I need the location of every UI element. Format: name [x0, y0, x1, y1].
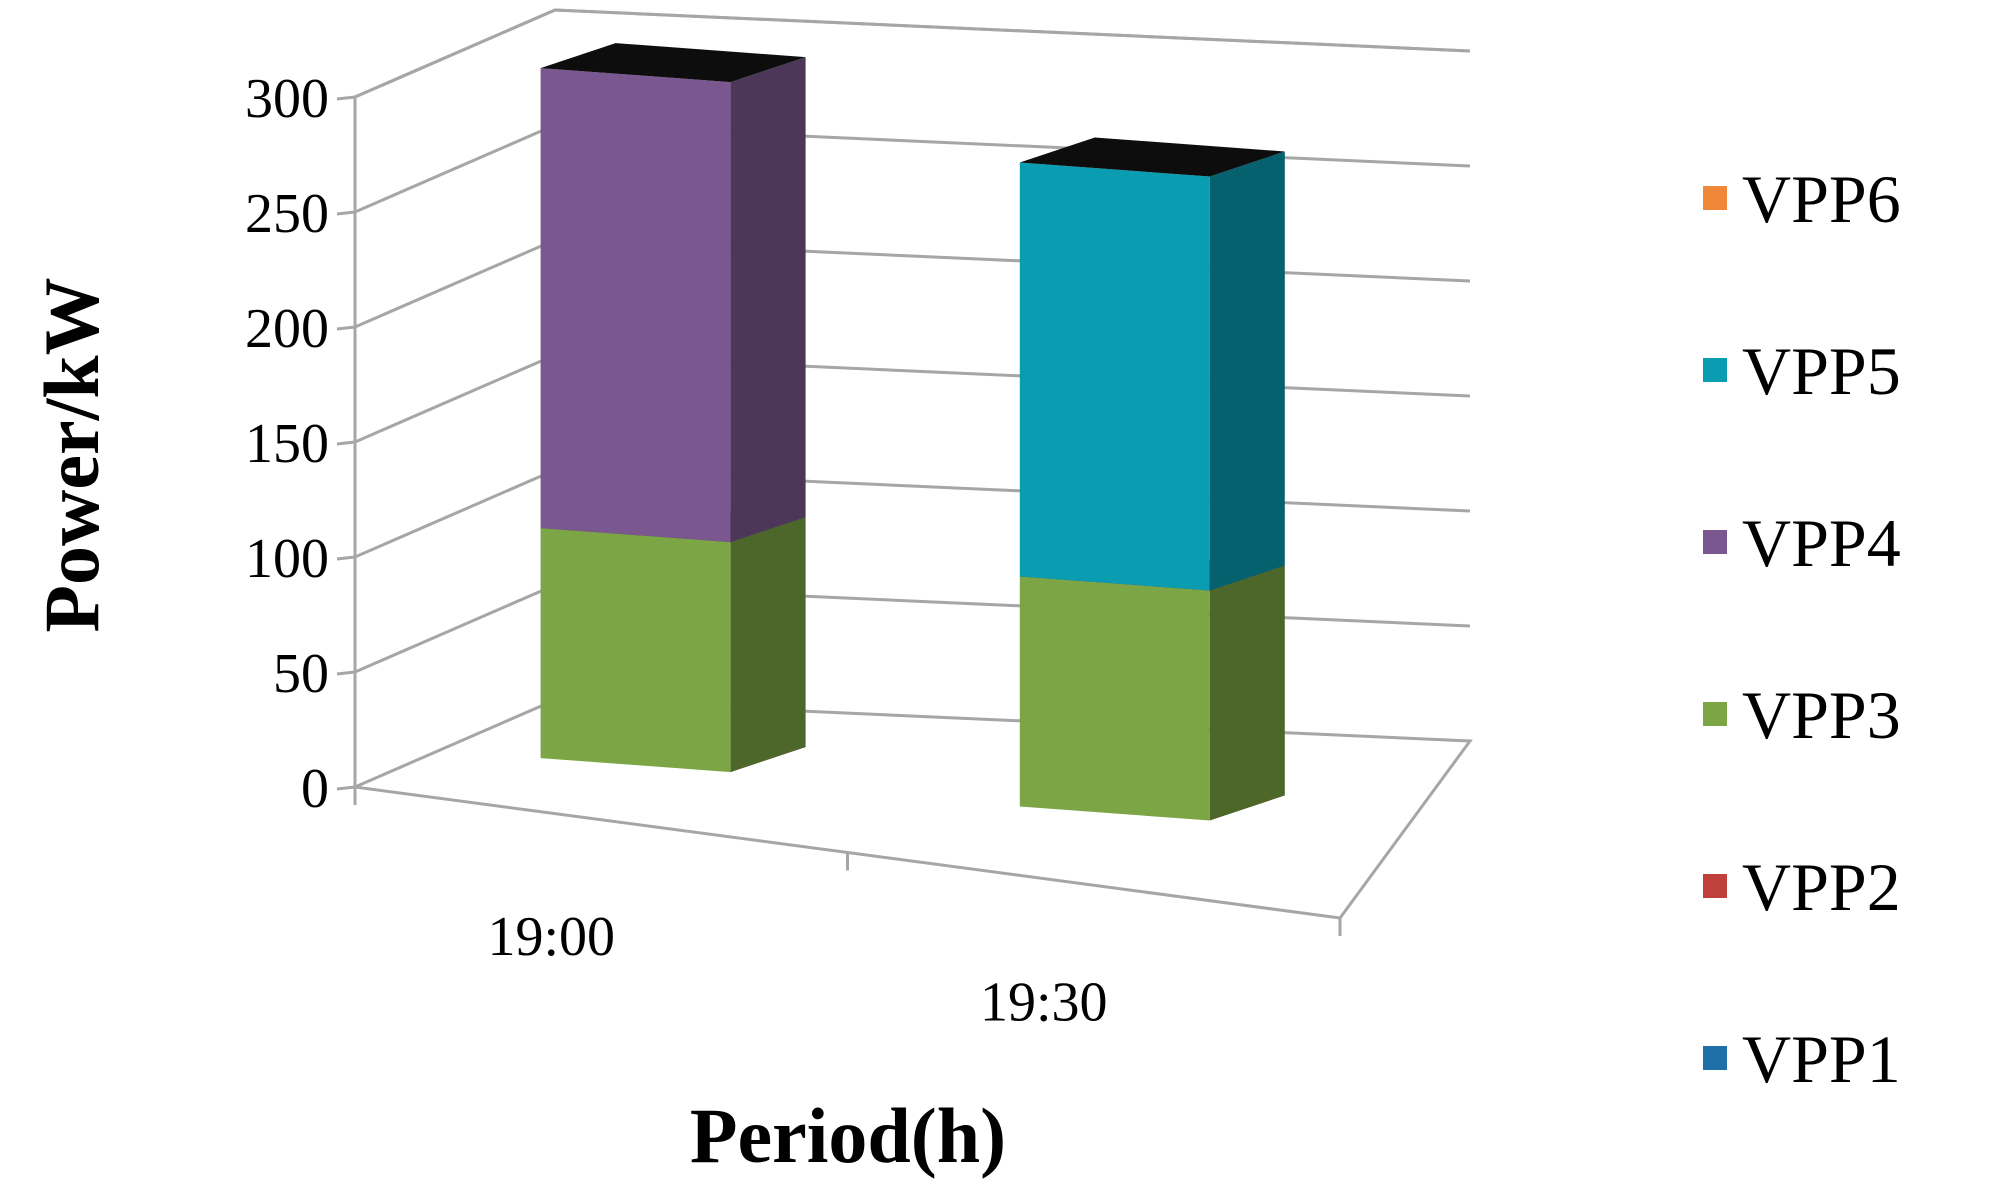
- floor-outline: [354, 698, 1473, 920]
- y-axis-title: Power/kW: [28, 277, 115, 632]
- gridline: [354, 238, 1471, 329]
- y-tick-label: 150: [245, 413, 329, 475]
- y-tick-mark: [336, 210, 356, 216]
- bar-front-vpp3: [540, 528, 731, 773]
- y-tick-mark: [336, 670, 356, 676]
- gridline: [354, 8, 1471, 99]
- bar-top-vpp5: [1019, 137, 1285, 177]
- legend: VPP6 VPP5 VPP4 VPP3 VPP2 VPP1: [1703, 161, 1901, 1097]
- bar-side-vpp3: [730, 517, 806, 773]
- legend-label-vpp5: VPP5: [1742, 333, 1901, 409]
- x-tick-labels: 19:00 19:30: [487, 906, 1107, 1034]
- legend-label-vpp6: VPP6: [1742, 161, 1901, 237]
- legend-swatch-vpp4: [1703, 530, 1727, 554]
- legend-swatch-vpp5: [1703, 358, 1727, 382]
- legend-swatch-vpp6: [1703, 186, 1727, 210]
- bars: [540, 43, 1285, 821]
- bar-side-vpp4: [730, 57, 806, 543]
- y-tick-mark: [336, 440, 356, 446]
- gridline: [354, 123, 1471, 214]
- y-tick-mark: [336, 95, 356, 101]
- legend-swatch-vpp1: [1703, 1046, 1727, 1070]
- y-tick-mark: [336, 555, 356, 561]
- y-tick-label: 250: [245, 183, 329, 245]
- legend-swatch-vpp3: [1703, 702, 1727, 726]
- y-tick-label: 50: [273, 643, 329, 705]
- legend-swatch-vpp2: [1703, 874, 1727, 898]
- y-tick-label: 200: [245, 298, 329, 360]
- bar-front-vpp5: [1019, 162, 1210, 591]
- bar-side-vpp3: [1209, 565, 1285, 821]
- x-axis-title: Period(h): [690, 1092, 1006, 1179]
- y-tick-label: 100: [245, 528, 329, 590]
- y-tick-label: 300: [245, 68, 329, 130]
- y-tick-mark: [336, 325, 356, 331]
- bar-top-vpp4: [540, 43, 806, 83]
- legend-label-vpp3: VPP3: [1742, 677, 1901, 753]
- y-tick-label: 0: [301, 758, 329, 820]
- x-tick-label: 19:30: [980, 971, 1108, 1033]
- bar-side-vpp5: [1209, 151, 1285, 591]
- gridline: [354, 468, 1471, 559]
- gridlines: [354, 8, 1471, 674]
- axes: [336, 95, 1342, 936]
- y-tick-labels: 0 50 100 150 200 250 300: [245, 68, 329, 820]
- chart-walls: [354, 8, 1473, 920]
- bar-front-vpp4: [540, 68, 731, 543]
- gridline: [354, 583, 1471, 674]
- x-tick-label: 19:00: [487, 906, 615, 968]
- legend-label-vpp2: VPP2: [1742, 849, 1901, 925]
- bar-front-vpp3: [1019, 576, 1210, 821]
- legend-label-vpp4: VPP4: [1742, 505, 1901, 581]
- y-tick-mark: [336, 785, 356, 791]
- gridline: [354, 353, 1471, 444]
- legend-label-vpp1: VPP1: [1742, 1021, 1901, 1097]
